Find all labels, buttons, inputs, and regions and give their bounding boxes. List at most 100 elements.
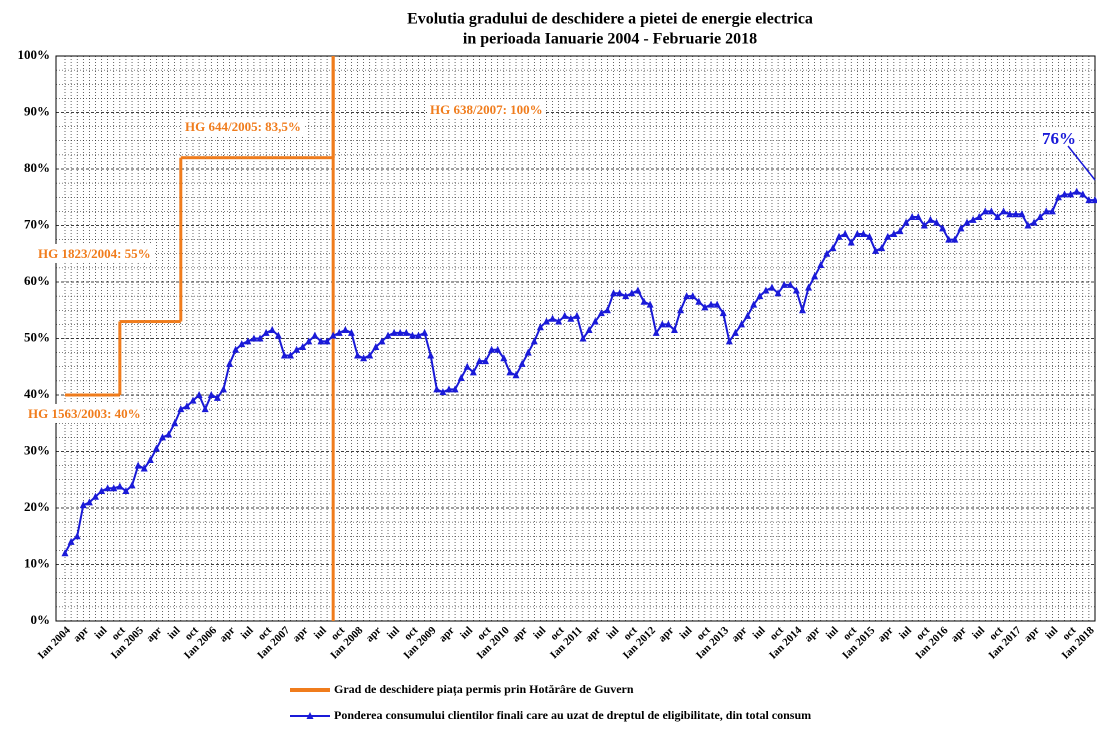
- x-tick-label: iul: [1043, 624, 1060, 641]
- marker: [305, 337, 313, 345]
- marker: [262, 328, 270, 336]
- marker: [85, 498, 93, 506]
- marker: [774, 289, 782, 297]
- marker: [695, 297, 703, 305]
- marker: [341, 326, 349, 334]
- marker: [677, 306, 685, 314]
- marker: [506, 368, 514, 376]
- marker: [933, 218, 941, 226]
- marker: [731, 328, 739, 336]
- marker: [213, 393, 221, 401]
- chart-subtitle: in perioada Ianuarie 2004 - Februarie 20…: [463, 31, 757, 48]
- marker: [469, 368, 477, 376]
- y-tick-label: 100%: [18, 47, 51, 62]
- marker: [579, 334, 587, 342]
- marker: [165, 430, 173, 438]
- y-tick-label: 90%: [24, 103, 50, 118]
- x-tick-label: apr: [71, 624, 91, 644]
- series-line: [64, 190, 1095, 554]
- marker: [372, 342, 380, 350]
- x-tick-label: apr: [510, 624, 530, 644]
- marker: [128, 481, 136, 489]
- marker: [1006, 210, 1014, 218]
- legend-label: Grad de deschidere piața permis prin Hot…: [334, 682, 634, 697]
- marker: [689, 292, 697, 300]
- y-tick-label: 10%: [24, 555, 50, 570]
- marker: [981, 207, 989, 215]
- marker: [652, 328, 660, 336]
- x-tick-label: iul: [751, 624, 768, 641]
- marker: [872, 246, 880, 254]
- marker: [664, 320, 672, 328]
- x-tick-label: apr: [949, 624, 969, 644]
- x-tick-label: iul: [897, 624, 914, 641]
- marker: [628, 289, 636, 297]
- marker: [725, 337, 733, 345]
- marker: [1085, 196, 1093, 204]
- marker: [963, 218, 971, 226]
- marker: [823, 249, 831, 257]
- x-tick-label: iul: [970, 624, 987, 641]
- marker: [1048, 207, 1056, 215]
- marker: [805, 283, 813, 291]
- y-tick-label: 50%: [24, 329, 50, 344]
- marker: [146, 455, 154, 463]
- marker: [555, 317, 563, 325]
- marker: [969, 215, 977, 223]
- marker: [780, 280, 788, 288]
- marker: [451, 385, 459, 393]
- x-tick-label: iul: [165, 624, 182, 641]
- x-tick-label: apr: [876, 624, 896, 644]
- marker: [719, 309, 727, 317]
- marker: [402, 328, 410, 336]
- x-tick-label: apr: [364, 624, 384, 644]
- marker: [159, 433, 167, 441]
- marker: [603, 306, 611, 314]
- marker: [421, 328, 429, 336]
- marker: [232, 345, 240, 353]
- marker: [317, 337, 325, 345]
- y-tick-label: 30%: [24, 442, 50, 457]
- marker: [865, 232, 873, 240]
- y-tick-label: 40%: [24, 386, 50, 401]
- annotation-bg: [35, 243, 154, 263]
- marker: [859, 229, 867, 237]
- x-tick-label: apr: [290, 624, 310, 644]
- marker: [1079, 190, 1087, 198]
- marker: [518, 359, 526, 367]
- marker: [530, 337, 538, 345]
- marker: [134, 461, 142, 469]
- marker: [542, 317, 550, 325]
- legend-marker: [306, 712, 314, 719]
- marker: [622, 292, 630, 300]
- marker: [354, 351, 362, 359]
- marker: [646, 300, 654, 308]
- plot-frame: [55, 55, 1096, 622]
- marker: [177, 405, 185, 413]
- marker: [975, 213, 983, 221]
- marker: [786, 280, 794, 288]
- marker: [1073, 187, 1081, 195]
- marker: [189, 396, 197, 404]
- marker: [482, 357, 490, 365]
- marker: [488, 345, 496, 353]
- marker: [98, 487, 106, 495]
- marker: [1054, 193, 1062, 201]
- marker: [494, 345, 502, 353]
- marker: [1000, 207, 1008, 215]
- marker: [841, 229, 849, 237]
- marker: [463, 362, 471, 370]
- legend-label: Ponderea consumului clientilor finali ca…: [334, 708, 811, 722]
- marker: [811, 272, 819, 280]
- marker: [835, 232, 843, 240]
- annotation-bg: [427, 99, 546, 119]
- marker: [1036, 213, 1044, 221]
- marker: [658, 320, 666, 328]
- x-tick-label: iul: [312, 624, 329, 641]
- marker: [79, 501, 87, 509]
- marker: [323, 337, 331, 345]
- marker: [1024, 221, 1032, 229]
- marker: [104, 484, 112, 492]
- marker: [701, 303, 709, 311]
